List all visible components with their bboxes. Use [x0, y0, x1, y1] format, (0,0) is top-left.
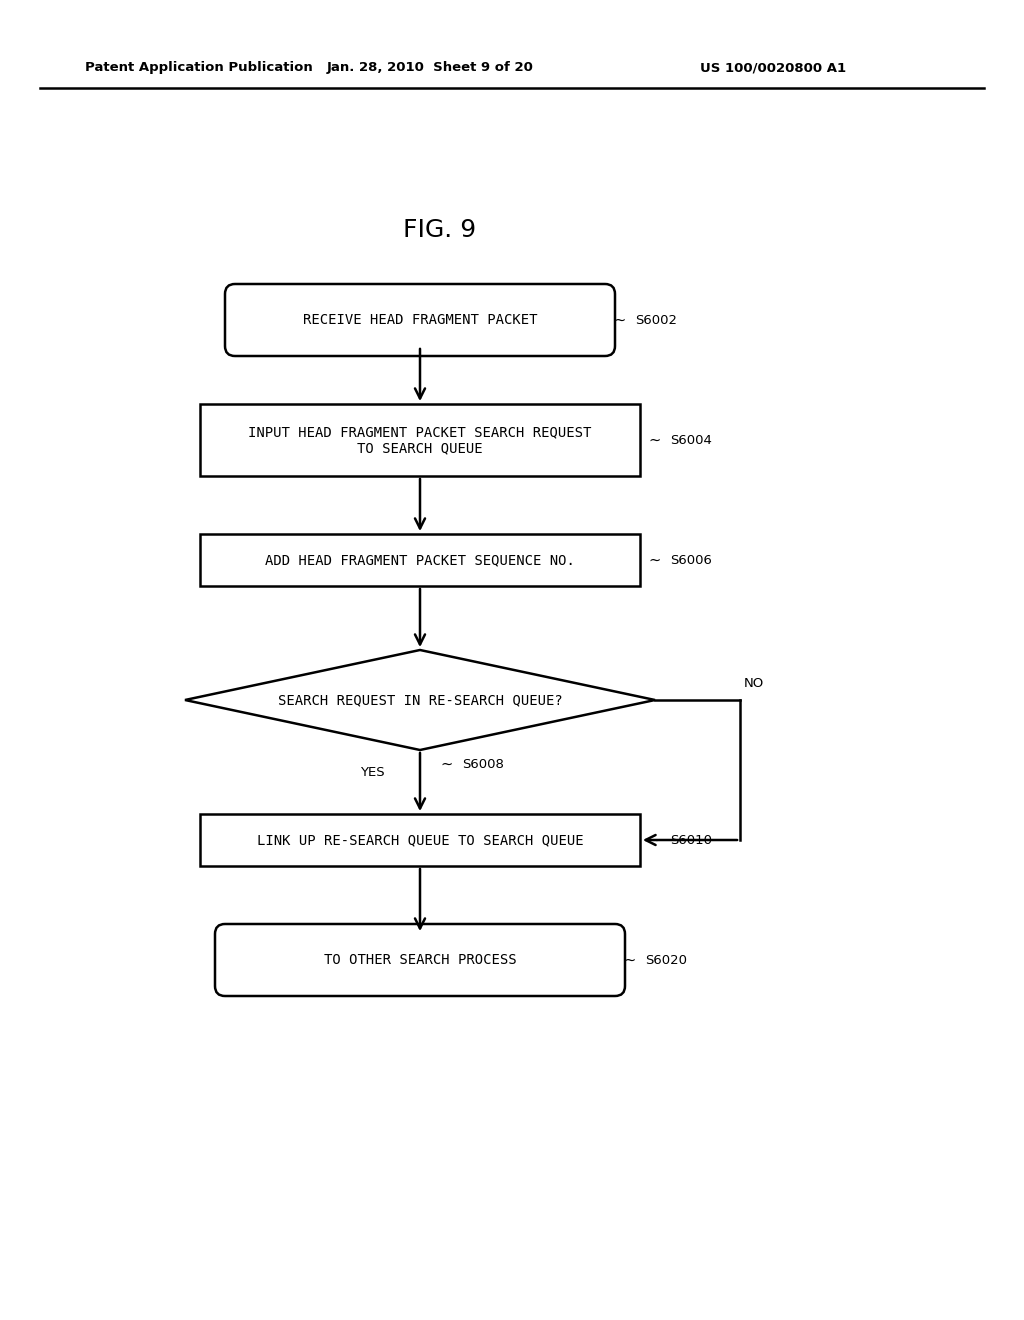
- Text: ∼: ∼: [648, 553, 660, 568]
- FancyBboxPatch shape: [215, 924, 625, 997]
- Text: S6006: S6006: [670, 553, 712, 566]
- Text: S6008: S6008: [462, 758, 504, 771]
- Text: Patent Application Publication: Patent Application Publication: [85, 62, 312, 74]
- Text: US 100/0020800 A1: US 100/0020800 A1: [700, 62, 846, 74]
- Text: ∼: ∼: [623, 953, 635, 968]
- Text: RECEIVE HEAD FRAGMENT PACKET: RECEIVE HEAD FRAGMENT PACKET: [303, 313, 538, 327]
- Text: ∼: ∼: [440, 756, 453, 771]
- Text: S6004: S6004: [670, 433, 712, 446]
- Text: INPUT HEAD FRAGMENT PACKET SEARCH REQUEST
TO SEARCH QUEUE: INPUT HEAD FRAGMENT PACKET SEARCH REQUES…: [248, 425, 592, 455]
- Text: NO: NO: [744, 677, 764, 690]
- Text: ∼: ∼: [648, 433, 660, 447]
- Text: S6002: S6002: [635, 314, 677, 326]
- Text: ∼: ∼: [613, 313, 626, 327]
- Polygon shape: [185, 649, 655, 750]
- Text: LINK UP RE-SEARCH QUEUE TO SEARCH QUEUE: LINK UP RE-SEARCH QUEUE TO SEARCH QUEUE: [257, 833, 584, 847]
- Text: YES: YES: [360, 766, 385, 779]
- Text: TO OTHER SEARCH PROCESS: TO OTHER SEARCH PROCESS: [324, 953, 516, 968]
- Text: ADD HEAD FRAGMENT PACKET SEQUENCE NO.: ADD HEAD FRAGMENT PACKET SEQUENCE NO.: [265, 553, 574, 568]
- Text: Jan. 28, 2010  Sheet 9 of 20: Jan. 28, 2010 Sheet 9 of 20: [327, 62, 534, 74]
- FancyBboxPatch shape: [225, 284, 615, 356]
- Text: FIG. 9: FIG. 9: [403, 218, 476, 242]
- Bar: [200, 535, 640, 586]
- Text: S6010: S6010: [670, 833, 712, 846]
- Bar: [200, 814, 640, 866]
- Bar: [200, 404, 640, 477]
- Text: SEARCH REQUEST IN RE-SEARCH QUEUE?: SEARCH REQUEST IN RE-SEARCH QUEUE?: [278, 693, 562, 708]
- Text: ∼: ∼: [648, 833, 660, 847]
- Text: S6020: S6020: [645, 953, 687, 966]
